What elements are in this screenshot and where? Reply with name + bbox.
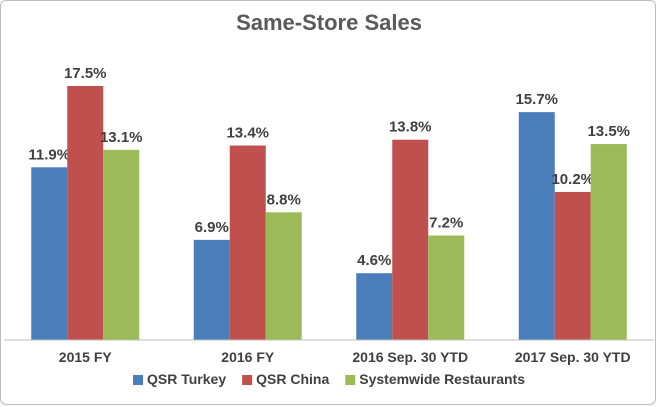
bar-qsr-china-2017-sep-30-ytd — [554, 191, 591, 340]
bar-systemwide-restaurants-2016-fy — [265, 212, 302, 340]
bar-systemwide-restaurants-2015-fy — [103, 149, 140, 340]
data-label-systemwide-restaurants-2016-fy: 8.8% — [267, 191, 301, 208]
data-label-systemwide-restaurants-2016-sep-30-ytd: 7.2% — [429, 214, 463, 231]
legend: QSR Turkey QSR China Systemwide Restaurant… — [133, 371, 525, 387]
chart-title: Same-Store Sales — [236, 10, 422, 35]
data-label-qsr-turkey-2017-sep-30-ytd: 15.7% — [515, 91, 558, 108]
data-label-qsr-turkey-2016-sep-30-ytd: 4.6% — [357, 252, 391, 269]
data-label-qsr-china-2015-fy: 17.5% — [64, 65, 107, 82]
bar-qsr-turkey-2016-fy — [193, 239, 230, 340]
data-label-systemwide-restaurants-2015-fy: 13.1% — [100, 129, 143, 146]
x-ticks-group: 2015 FY 2016 FY 2016 Sep. 30 YTD 2017 Sep. … — [59, 349, 631, 365]
legend-swatch-qsr-turkey — [133, 375, 144, 385]
x-tick-label-2016-fy: 2016 FY — [221, 349, 275, 365]
bar-qsr-china-2016-fy — [229, 145, 266, 340]
data-label-qsr-china-2017-sep-30-ytd: 10.2% — [551, 171, 594, 188]
legend-item-systemwide-restaurants: Systemwide Restaurants — [345, 371, 525, 387]
x-tick-label-2017-sep-30-ytd: 2017 Sep. 30 YTD — [515, 349, 631, 365]
legend-label-systemwide-restaurants: Systemwide Restaurants — [359, 371, 525, 387]
bar-qsr-turkey-2015-fy — [31, 167, 68, 340]
bar-qsr-turkey-2017-sep-30-ytd — [518, 112, 555, 340]
legend-item-qsr-china: QSR China — [242, 371, 329, 387]
data-label-qsr-china-2016-sep-30-ytd: 13.8% — [389, 119, 432, 136]
bar-systemwide-restaurants-2017-sep-30-ytd — [590, 144, 627, 340]
x-tick-label-2015-fy: 2015 FY — [59, 349, 113, 365]
x-tick-label-2016-sep-30-ytd: 2016 Sep. 30 YTD — [352, 349, 468, 365]
bar-qsr-turkey-2016-sep-30-ytd — [356, 273, 393, 340]
bar-systemwide-restaurants-2016-sep-30-ytd — [428, 235, 465, 340]
legend-label-qsr-china: QSR China — [256, 371, 329, 387]
data-label-qsr-china-2016-fy: 13.4% — [226, 125, 269, 142]
bars-group: 11.9% 17.5% 13.1% 6.9% 13.4% 8.8% 4.6% 13.8% 7.2… — [28, 65, 630, 340]
legend-item-qsr-turkey: QSR Turkey — [133, 371, 226, 387]
data-label-qsr-turkey-2015-fy: 11.9% — [28, 146, 70, 163]
bar-qsr-china-2016-sep-30-ytd — [392, 139, 429, 340]
data-label-systemwide-restaurants-2017-sep-30-ytd: 13.5% — [587, 123, 630, 140]
data-label-qsr-turkey-2016-fy: 6.9% — [195, 219, 229, 236]
legend-swatch-systemwide-restaurants — [345, 375, 356, 385]
legend-swatch-qsr-china — [242, 375, 253, 385]
bar-qsr-china-2015-fy — [67, 86, 104, 340]
legend-label-qsr-turkey: QSR Turkey — [147, 371, 226, 387]
